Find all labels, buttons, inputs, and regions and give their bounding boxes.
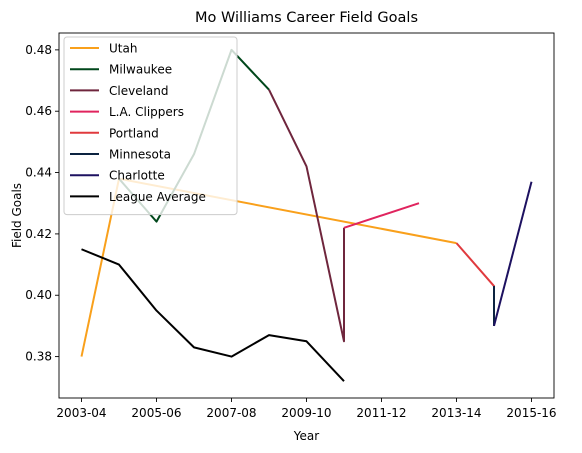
y-tick-label: 0.48 [25,43,52,57]
series-line-cleveland [268,89,345,343]
legend-label-portland: Portland [109,126,159,140]
y-tick-label: 0.40 [25,288,52,302]
series-line-l-a-clippers [343,202,420,229]
series-line-league-average [81,248,345,382]
legend-label-charlotte: Charlotte [109,169,165,183]
y-tick-label: 0.38 [25,350,52,364]
legend: Utah Milwaukee Cleveland L.A. Clippers Portl… [63,36,238,216]
legend-label-milwaukee: Milwaukee [109,63,172,77]
x-axis-ticks: 2003-04 2005-06 2007-08 2009-10 2011-12 2013-… [56,398,557,420]
chart-title: Mo Williams Career Field Goals [195,10,418,26]
legend-label-utah: Utah [109,42,137,56]
x-tick-label: 2015-16 [506,406,556,420]
x-tick-label: 2003-04 [56,406,106,420]
legend-label-minnesota: Minnesota [109,148,171,162]
y-axis-label: Field Goals [10,183,24,248]
legend-label-l-a-clippers: L.A. Clippers [109,105,184,119]
y-tick-label: 0.46 [25,104,52,118]
y-tick-label: 0.42 [25,227,52,241]
legend-label-cleveland: Cleveland [109,84,169,98]
plot-frame [58,32,555,399]
legend-label-league-average: League Average [109,190,206,204]
x-axis-label: Year [293,429,319,443]
x-tick-label: 2009-10 [281,406,331,420]
x-tick-label: 2013-14 [431,406,481,420]
series-line-charlotte [493,181,533,327]
y-axis-ticks: 0.38 0.40 0.42 0.44 0.46 0.48 [25,43,59,364]
x-tick-label: 2005-06 [131,406,181,420]
x-tick-label: 2007-08 [206,406,256,420]
x-tick-label: 2011-12 [356,406,406,420]
y-tick-label: 0.44 [25,166,52,180]
legend-box [63,36,238,216]
